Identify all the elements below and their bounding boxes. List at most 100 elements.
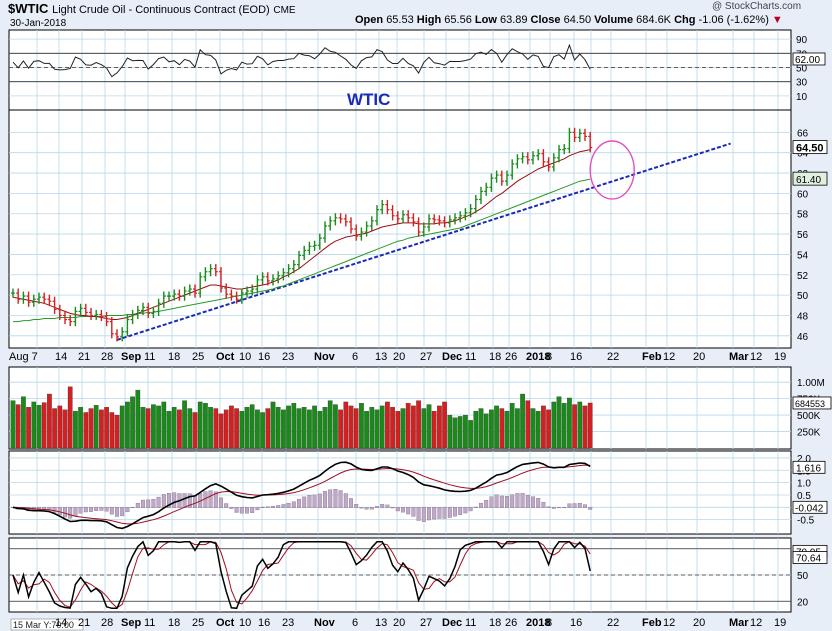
- volume-tick-label: 500K: [797, 411, 821, 422]
- price-tick-label: 48: [797, 311, 809, 322]
- macd-value-box: [792, 460, 826, 474]
- x-tick-label-price: Sep: [121, 351, 141, 363]
- volume-bar: [213, 408, 219, 449]
- macd-histogram-bar: [333, 488, 338, 508]
- volume-bar: [187, 408, 193, 449]
- x-tick-label-bottom: 27: [420, 617, 432, 629]
- volume-bar: [239, 410, 245, 449]
- price-tick-label: 50: [797, 291, 809, 302]
- volume-bar: [421, 408, 427, 449]
- macd-histogram-bar: [349, 498, 353, 508]
- volume-bar: [125, 401, 130, 449]
- stoch-k-line: [12, 540, 591, 610]
- x-tick-label-price: Feb: [642, 351, 662, 363]
- volume-bar: [218, 413, 224, 449]
- volume-bar: [208, 407, 213, 449]
- x-tick-label-price: 16: [570, 351, 582, 363]
- x-tick-label-price: 27: [420, 351, 432, 363]
- volume-bar: [260, 412, 265, 449]
- x-tick-label-bottom: 12: [750, 617, 762, 629]
- macd-histogram-bar: [442, 507, 447, 519]
- x-tick-label-price: 12: [663, 351, 675, 363]
- macd-histogram-bar: [364, 507, 369, 510]
- volume-tick-label: 1.00M: [797, 378, 825, 389]
- macd-panel: 2.01.51.00.50.0-0.51.616-0.042: [8, 450, 828, 535]
- ma-long-line: [13, 178, 591, 323]
- volume-bar: [556, 396, 562, 449]
- x-tick-label-price: 23: [282, 351, 294, 363]
- volume-bar: [114, 414, 120, 449]
- volume-value: 684.6K: [636, 14, 672, 26]
- macd-histogram-bar: [291, 501, 296, 508]
- rsi-tick-label: 30: [796, 78, 808, 89]
- chart-title: $WTIC Light Crude Oil - Continuous Contr…: [8, 1, 296, 16]
- ma-price-label: 61.40: [796, 175, 821, 186]
- symbol: $WTIC: [8, 1, 49, 16]
- macd-histogram-bar: [250, 507, 255, 513]
- volume-bar: [317, 410, 323, 449]
- volume-bar: [21, 396, 26, 449]
- macd-histogram-bar: [276, 505, 281, 508]
- x-tick-label-price: 16: [258, 351, 270, 363]
- high-label: High: [416, 14, 442, 26]
- macd-histogram-bar: [567, 503, 572, 508]
- rsi-tick-label: 50: [796, 64, 808, 75]
- volume-bar: [478, 408, 484, 449]
- volume-bar: [494, 405, 499, 449]
- macd-histogram-bar: [260, 506, 265, 508]
- price-tick-label: 66: [797, 128, 809, 139]
- volume-bar: [223, 409, 229, 449]
- volume-bar: [307, 409, 312, 449]
- close-price-box: [792, 140, 828, 155]
- macd-panel-frame: [8, 450, 792, 535]
- ma-price-box: [792, 171, 828, 186]
- macd-histogram-bar: [437, 507, 442, 519]
- x-tick-label-bottom: 8: [546, 617, 552, 629]
- x-tick-label-price: 28: [101, 351, 113, 363]
- macd-histogram-bar: [265, 506, 270, 508]
- macd-histogram-bar: [499, 495, 504, 508]
- macd-histogram-bar: [104, 507, 109, 512]
- volume-bar: [265, 408, 271, 449]
- macd-histogram-bar: [577, 503, 582, 508]
- x-tick-label-bottom: Dec: [442, 617, 462, 629]
- macd-histogram-bar: [167, 493, 171, 508]
- macd-histogram-bar: [468, 507, 473, 512]
- volume-bar: [130, 396, 135, 449]
- volume-bar: [400, 408, 406, 449]
- x-tick-label-bottom: 25: [192, 617, 204, 629]
- volume-bar: [104, 407, 109, 449]
- macd-histogram-bar: [354, 504, 359, 508]
- x-tick-label-price: Dec: [442, 351, 462, 363]
- open-label: Open: [355, 14, 384, 26]
- footer-note: 15 Mar Y:70.00: [13, 620, 74, 630]
- stoch-d-label: 70.64: [796, 554, 821, 565]
- x-tick-label-bottom: 28: [101, 617, 113, 629]
- x-tick-label-price: 10: [239, 351, 251, 363]
- x-tick-label-price: 19: [774, 351, 786, 363]
- volume-bar: [437, 405, 442, 449]
- macd-histogram-bar: [120, 507, 125, 517]
- volume-value-box: [792, 396, 832, 410]
- macd-histogram-bar: [473, 506, 478, 508]
- macd-tick-label: -0.5: [797, 516, 815, 527]
- macd-histogram-bar: [375, 506, 379, 508]
- macd-histogram-bar: [172, 492, 177, 508]
- volume-bar: [270, 401, 276, 449]
- macd-tick-label: 1.0: [797, 479, 811, 490]
- macd-histogram-bar: [531, 496, 535, 508]
- macd-histogram-bar: [385, 504, 390, 508]
- macd-histogram-bar: [494, 494, 499, 508]
- macd-histogram-bar: [68, 507, 73, 519]
- volume-bar: [515, 408, 520, 449]
- x-tick-label-price: 6: [352, 351, 358, 363]
- x-tick-label-bottom: 20: [693, 617, 705, 629]
- volume-bar: [395, 410, 401, 449]
- chg-down-icon: ▼: [771, 14, 783, 26]
- volume-bar: [161, 401, 167, 449]
- volume-bar: [93, 405, 99, 449]
- macd-signal-line: [12, 464, 591, 525]
- x-tick-label-price: 22: [607, 351, 619, 363]
- volume-bar: [156, 405, 161, 449]
